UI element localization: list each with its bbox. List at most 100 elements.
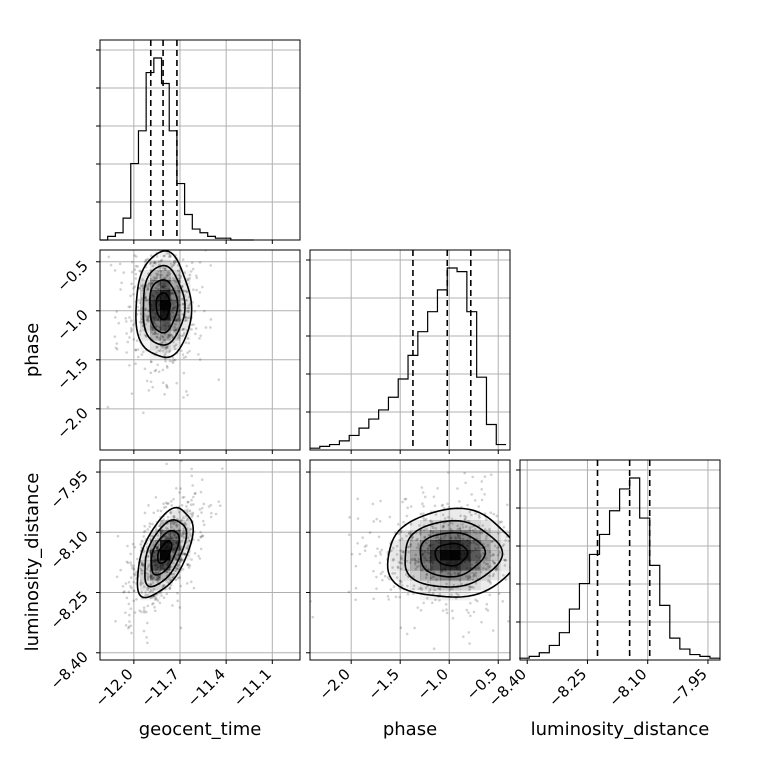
scatter-point (450, 517, 454, 521)
scatter-point (182, 327, 186, 331)
scatter-point (179, 274, 183, 278)
scatter-point (474, 571, 478, 575)
scatter-point (488, 574, 491, 578)
scatter-point (371, 502, 375, 506)
scatter-point (456, 527, 460, 531)
scatter-point (176, 295, 180, 299)
scatter-point (167, 334, 171, 337)
scatter-point (163, 393, 166, 396)
scatter-point (149, 583, 152, 586)
scatter-point (125, 560, 129, 564)
scatter-point (176, 287, 180, 291)
scatter-point (155, 255, 159, 258)
scatter-point (372, 597, 375, 601)
histogram-bar (610, 511, 620, 660)
scatter-point (160, 258, 164, 262)
scatter-point (468, 642, 471, 645)
scatter-point (182, 495, 186, 499)
scatter-point (528, 619, 531, 622)
scatter-point (146, 604, 150, 608)
scatter-point (488, 593, 492, 597)
scatter-point (406, 584, 409, 588)
density-cell (480, 540, 491, 551)
scatter-point (184, 245, 187, 248)
density-cell (150, 270, 161, 281)
scatter-point (142, 611, 146, 614)
scatter-point (152, 511, 156, 515)
density-cell (470, 510, 481, 521)
scatter-point (184, 355, 188, 359)
y-axis-title-phase: phase (22, 323, 43, 377)
scatter-point (471, 525, 474, 528)
scatter-point (217, 378, 221, 381)
scatter-point (127, 625, 131, 629)
scatter-point (480, 487, 484, 491)
scatter-point (171, 604, 174, 607)
scatter-point (141, 561, 144, 565)
scatter-point (164, 352, 167, 356)
scatter-point (124, 623, 128, 627)
scatter-point (448, 521, 452, 525)
scatter-point (173, 278, 176, 282)
density-cell (170, 570, 181, 581)
scatter-point (138, 269, 141, 273)
scatter-point (150, 282, 154, 286)
scatter-point (185, 264, 189, 268)
density-cells-p21 (390, 510, 510, 601)
density-cell (430, 560, 441, 571)
scatter-point (386, 576, 390, 579)
scatter-point (156, 571, 159, 575)
scatter-point (184, 523, 188, 526)
y-tick-label-phase-1: −1.5 (53, 355, 91, 393)
histogram-bar (418, 332, 428, 450)
scatter-point (145, 298, 149, 302)
scatter-point (191, 511, 195, 515)
scatter-point (400, 580, 403, 584)
scatter-point (181, 353, 185, 356)
scatter-point (193, 552, 197, 555)
scatter-point (174, 343, 178, 347)
scatter-point (180, 518, 184, 522)
scatter-point (507, 619, 510, 623)
scatter-point (162, 502, 165, 506)
density-cell (440, 520, 451, 531)
scatter-point (448, 588, 452, 591)
scatter-point (162, 518, 166, 521)
scatter-point (157, 349, 160, 353)
scatter-point (106, 405, 110, 409)
scatter-point (409, 545, 412, 548)
scatter-point (149, 380, 153, 384)
scatter-point (132, 580, 135, 584)
scatter-point (172, 260, 176, 264)
scatter-point (414, 563, 417, 566)
scatter-point (179, 559, 183, 563)
scatter-point (510, 556, 513, 559)
scatter-point (181, 258, 185, 261)
scatter-point (147, 285, 150, 289)
density-cell (440, 550, 451, 561)
scatter-point (156, 579, 160, 582)
scatter-point (144, 297, 147, 300)
scatter-point (165, 364, 169, 368)
scatter-point (164, 505, 168, 509)
scatter-point (140, 540, 144, 543)
scatter-point (404, 573, 408, 576)
scatter-point (405, 534, 408, 538)
scatter-point (190, 328, 193, 331)
scatter-point (504, 578, 507, 581)
scatter-point (152, 261, 156, 265)
scatter-point (487, 565, 490, 569)
scatter-point (202, 523, 206, 527)
scatter-point (159, 591, 163, 594)
scatter-point (399, 579, 402, 583)
x-tick-label-geocent-time-3: −11.1 (230, 665, 275, 710)
scatter-point (193, 310, 197, 313)
scatter-point (169, 333, 173, 337)
scatter-point (167, 335, 171, 338)
scatter-point (115, 310, 119, 313)
scatter-point (149, 589, 153, 593)
scatter-point (399, 530, 402, 534)
scatter-point (486, 563, 490, 566)
histogram-bar (379, 410, 389, 450)
scatter-point (480, 498, 484, 502)
